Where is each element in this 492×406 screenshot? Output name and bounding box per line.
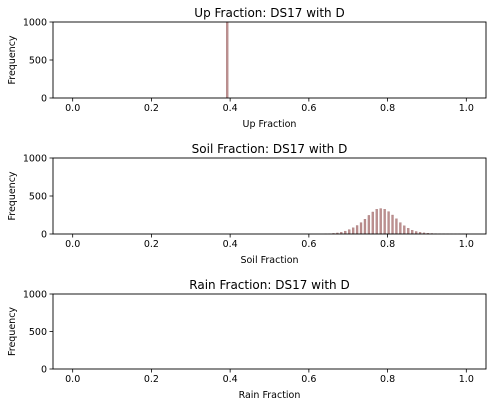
x-tick-label: 1.0 bbox=[459, 103, 474, 114]
histogram-bar bbox=[383, 209, 386, 235]
y-tick-label: 1000 bbox=[23, 153, 47, 164]
x-tick-label: 0.8 bbox=[380, 374, 395, 385]
x-tick-label: 0.6 bbox=[301, 103, 316, 114]
x-tick-label: 0.8 bbox=[380, 239, 395, 250]
x-tick-label: 0.6 bbox=[301, 374, 316, 385]
x-tick-label: 1.0 bbox=[459, 239, 474, 250]
histogram-bar bbox=[226, 21, 229, 99]
histogram-panel-1: 0.0 0.2 0.4 0.6 0.8 1.0 0 500 1000 Up Fraction: D… bbox=[7, 6, 487, 130]
x-tick-label: 0.4 bbox=[223, 239, 238, 250]
histogram-bar bbox=[391, 214, 394, 235]
x-tick-label: 0.4 bbox=[223, 103, 238, 114]
x-axis-label: Soil Fraction bbox=[240, 255, 298, 266]
x-tick-label: 0.2 bbox=[144, 103, 159, 114]
histogram-bar bbox=[371, 211, 374, 235]
x-axis-label: Up Fraction bbox=[243, 119, 297, 130]
histogram-bar bbox=[352, 227, 355, 235]
y-tick-label: 500 bbox=[29, 191, 47, 202]
histogram-bar bbox=[375, 209, 378, 235]
histogram-bar bbox=[395, 218, 398, 235]
chart-title: Up Fraction: DS17 with D bbox=[194, 6, 344, 20]
x-tick-label: 0.2 bbox=[144, 374, 159, 385]
chart-title: Soil Fraction: DS17 with D bbox=[192, 142, 348, 156]
histogram-bar bbox=[367, 215, 371, 235]
x-tick-label: 0.6 bbox=[301, 239, 316, 250]
y-tick-label: 1000 bbox=[23, 17, 47, 28]
histogram-bar bbox=[379, 208, 382, 235]
histogram-bar bbox=[359, 222, 363, 235]
x-tick-label: 1.0 bbox=[459, 374, 474, 385]
plot-frame bbox=[52, 21, 487, 99]
y-axis-label: Frequency bbox=[7, 35, 18, 84]
histogram-panel-3: 0.0 0.2 0.4 0.6 0.8 1.0 0 500 1000 Rain Fraction:… bbox=[7, 278, 487, 401]
x-tick-label: 0.0 bbox=[65, 103, 80, 114]
histogram-bar bbox=[411, 230, 414, 235]
histogram-bar bbox=[387, 211, 390, 235]
x-tick-label: 0.0 bbox=[65, 239, 80, 250]
y-tick-label: 500 bbox=[29, 327, 47, 338]
x-tick-label: 0.2 bbox=[144, 239, 159, 250]
x-tick-label: 0.0 bbox=[65, 374, 80, 385]
plot-frame bbox=[52, 293, 487, 370]
histogram-bar bbox=[407, 228, 410, 235]
plot-frame bbox=[52, 157, 487, 235]
y-axis-label: Frequency bbox=[7, 171, 18, 220]
x-tick-label: 0.8 bbox=[380, 103, 395, 114]
histogram-bar bbox=[399, 222, 402, 235]
y-tick-label: 500 bbox=[29, 55, 47, 66]
y-tick-label: 1000 bbox=[23, 289, 47, 300]
x-tick-label: 0.4 bbox=[223, 374, 238, 385]
y-tick-label: 0 bbox=[41, 364, 47, 375]
y-axis-label: Frequency bbox=[7, 307, 18, 356]
y-tick-label: 0 bbox=[41, 229, 47, 240]
histogram-bar bbox=[348, 229, 351, 235]
histogram-bar bbox=[363, 219, 367, 235]
histogram-bar bbox=[403, 225, 406, 235]
y-tick-label: 0 bbox=[41, 93, 47, 104]
histogram-bar bbox=[355, 225, 359, 235]
histogram-panel-2: 0.0 0.2 0.4 0.6 0.8 1.0 0 500 1000 Soil Fraction:… bbox=[7, 142, 487, 266]
chart-title: Rain Fraction: DS17 with D bbox=[189, 278, 349, 292]
x-axis-label: Rain Fraction bbox=[239, 390, 301, 401]
